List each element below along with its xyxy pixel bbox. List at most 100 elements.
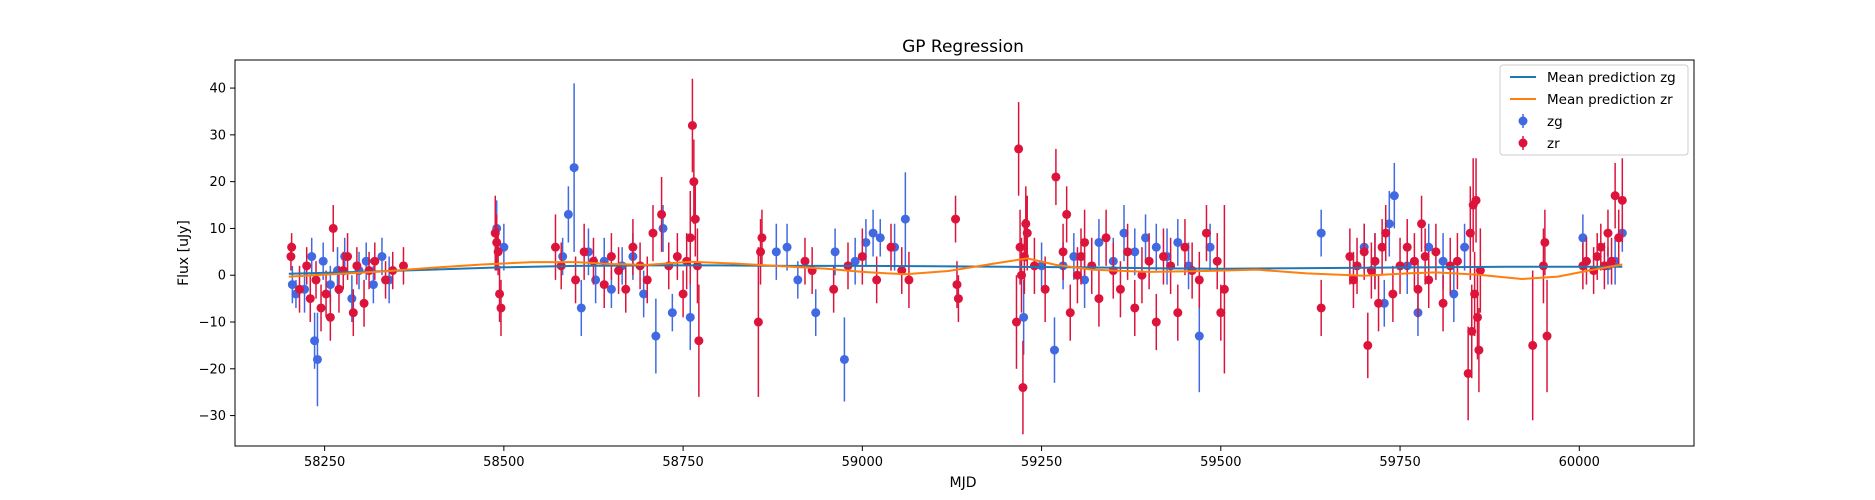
y-tick-label: 20	[209, 175, 226, 190]
x-axis: 58250 58500 58750 59000 59250 59500 59750 60000	[304, 446, 1600, 470]
zg-point	[667, 308, 677, 318]
zg-point	[1460, 242, 1470, 252]
zr-point	[685, 233, 695, 243]
zr-point	[1062, 209, 1072, 219]
zg-point	[606, 284, 616, 294]
legend-label-zg: zg	[1547, 114, 1563, 130]
zr-point	[1607, 256, 1617, 266]
plot-area	[286, 78, 1627, 435]
zr-point	[1463, 368, 1473, 378]
zr-point	[1316, 303, 1326, 313]
zr-point	[334, 284, 344, 294]
zr-point	[1474, 345, 1484, 355]
x-tick-label: 59000	[842, 455, 883, 470]
zg-point	[782, 242, 792, 252]
zr-point	[953, 294, 963, 304]
zr-point	[302, 261, 312, 271]
y-axis: −30 −20 −10 0 10 20 30 40	[199, 82, 235, 424]
zg-point	[793, 275, 803, 285]
zr-point	[1158, 252, 1168, 262]
zr-point	[753, 317, 763, 327]
zr-point	[1065, 308, 1075, 318]
zr-point	[614, 266, 624, 276]
zr-point	[287, 242, 297, 252]
zr-point	[352, 261, 362, 271]
mean-prediction-zr-line	[288, 257, 1623, 280]
zr-point	[1617, 195, 1627, 205]
zr-point	[588, 256, 598, 266]
zr-point	[1094, 294, 1104, 304]
y-tick-label: −20	[199, 362, 226, 377]
legend-swatch-zr	[1518, 136, 1528, 150]
zg-point	[576, 303, 586, 313]
zr-point	[1542, 331, 1552, 341]
zr-point	[1471, 195, 1481, 205]
zr-point	[1219, 284, 1229, 294]
zr-point	[1015, 242, 1025, 252]
zg-point	[1424, 242, 1434, 252]
zr-point	[621, 284, 631, 294]
y-tick-label: −10	[199, 316, 226, 331]
zg-point	[287, 280, 297, 290]
zr-point	[370, 256, 380, 266]
zr-point	[1438, 298, 1448, 308]
zr-point	[642, 275, 652, 285]
zr-point	[1381, 228, 1391, 238]
zr-point	[1603, 228, 1613, 238]
zr-point	[1345, 252, 1355, 262]
zr-point	[1130, 303, 1140, 313]
x-tick-label: 60000	[1559, 455, 1600, 470]
zr-point	[1123, 247, 1133, 257]
zr-point	[495, 289, 505, 299]
zr-point	[800, 256, 810, 266]
zr-point	[1029, 261, 1039, 271]
zr-point	[897, 266, 907, 276]
zr-point	[1614, 233, 1624, 243]
zg-point	[1438, 256, 1448, 266]
zr-point	[1370, 256, 1380, 266]
zr-point	[571, 275, 581, 285]
zr-point	[1144, 256, 1154, 266]
zr-point	[687, 121, 697, 131]
zr-point	[579, 247, 589, 257]
zg-point	[658, 223, 668, 233]
zr-point	[1212, 256, 1222, 266]
zr-point	[1420, 252, 1430, 262]
series-zr	[286, 78, 1627, 435]
zr-point	[1348, 275, 1358, 285]
zr-point	[359, 298, 369, 308]
zg-point	[868, 228, 878, 238]
zg-point	[875, 233, 885, 243]
zr-point	[1180, 242, 1190, 252]
zr-point	[1216, 308, 1226, 318]
zr-point	[606, 252, 616, 262]
zr-point	[1018, 383, 1028, 393]
zg-point	[1578, 233, 1588, 243]
zr-point	[857, 252, 867, 262]
zr-point	[672, 252, 682, 262]
zr-point	[829, 284, 839, 294]
zr-point	[1472, 312, 1482, 322]
zg-point	[1384, 219, 1394, 229]
zg-point	[325, 280, 335, 290]
zg-point	[839, 354, 849, 364]
zg-point	[1316, 228, 1326, 238]
zg-point	[1119, 228, 1129, 238]
zg-point	[1049, 345, 1059, 355]
zr-point	[1080, 237, 1090, 247]
zr-point	[694, 336, 704, 346]
zr-point	[1051, 172, 1061, 182]
zr-point	[689, 177, 699, 187]
zr-point	[1022, 228, 1032, 238]
zr-point	[1194, 275, 1204, 285]
x-tick-label: 58250	[304, 455, 345, 470]
zg-point	[1080, 275, 1090, 285]
chart-title: GP Regression	[902, 37, 1024, 57]
y-tick-label: 10	[209, 222, 226, 237]
zr-point	[678, 289, 688, 299]
zr-point	[496, 303, 506, 313]
zr-point	[1363, 340, 1373, 350]
zr-point	[1173, 308, 1183, 318]
zr-point	[550, 242, 560, 252]
